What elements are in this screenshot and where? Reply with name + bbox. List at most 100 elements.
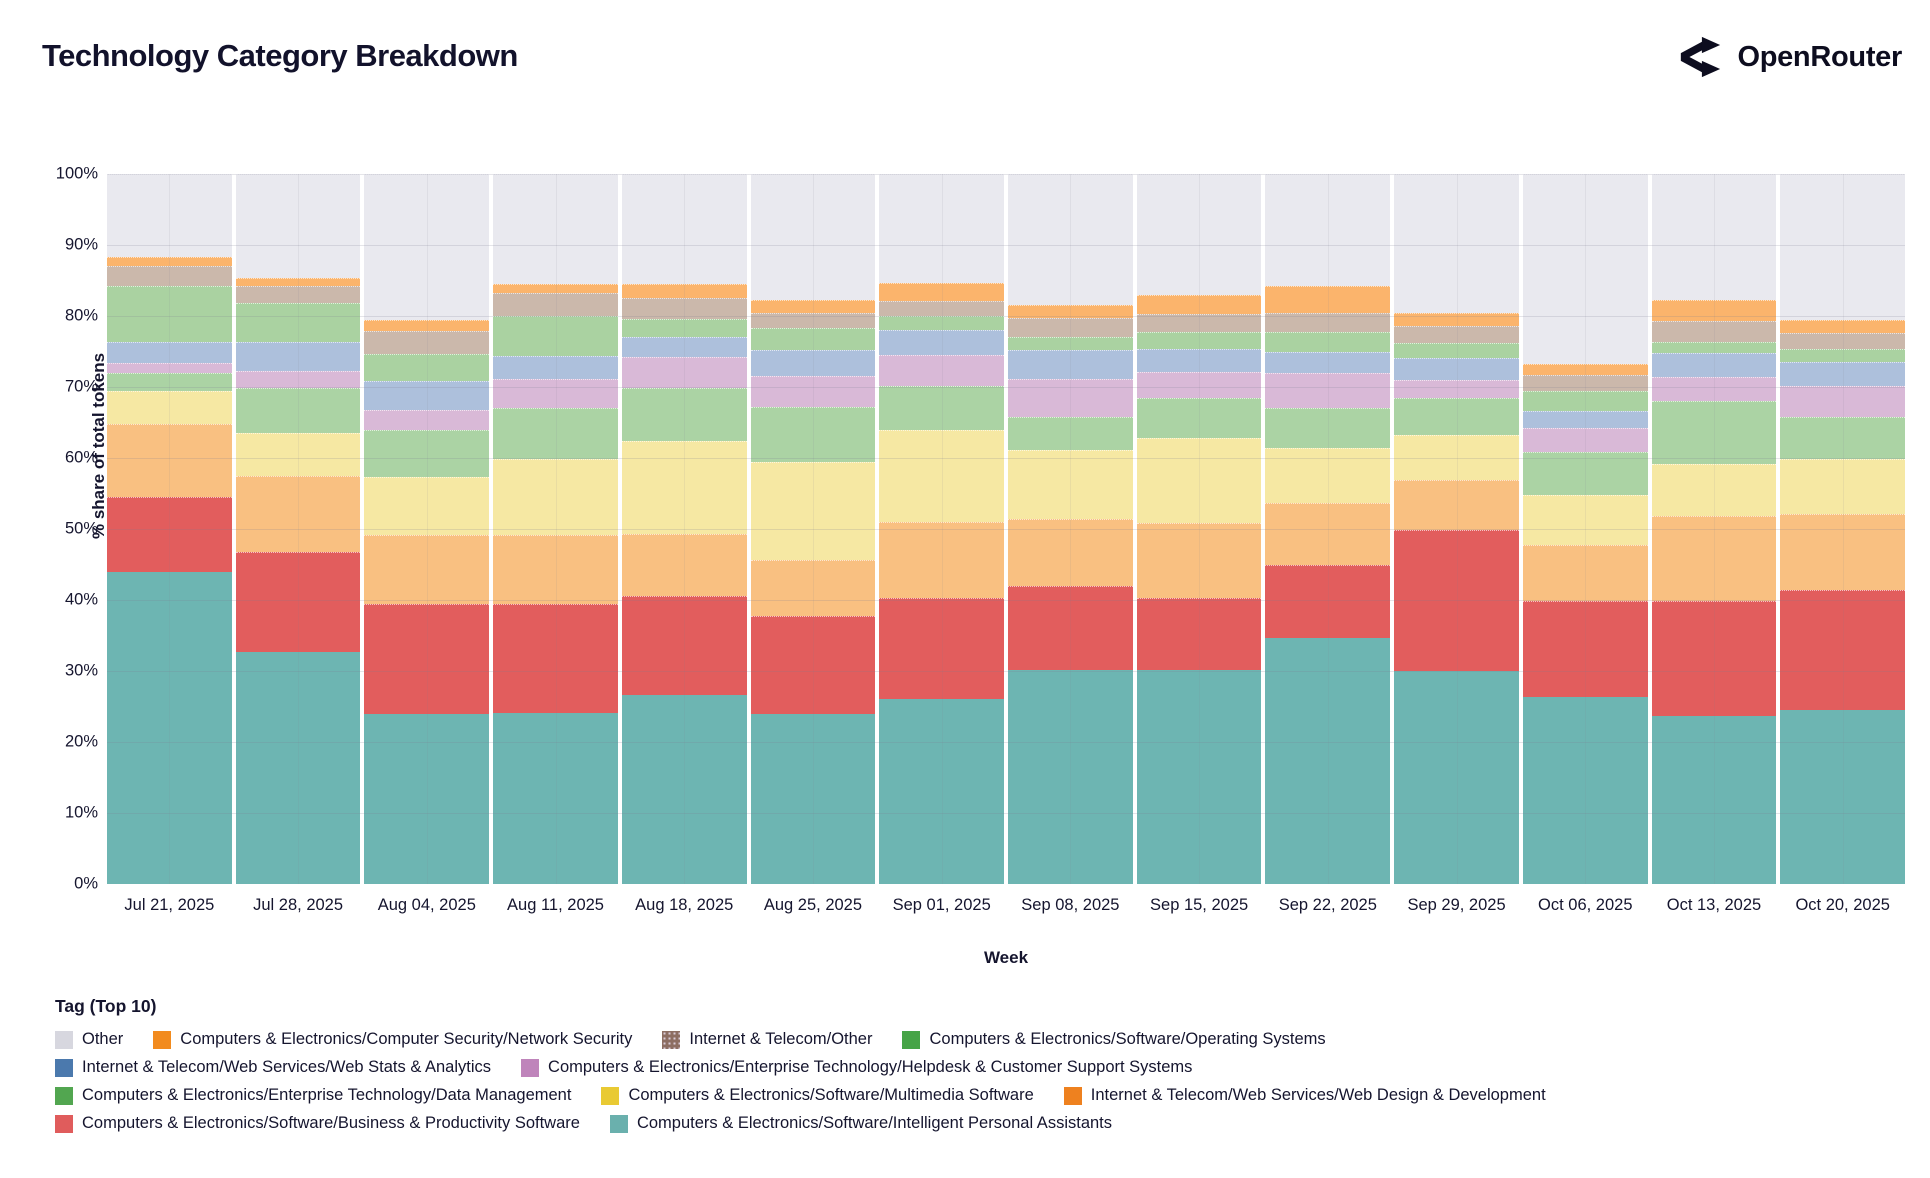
bar-segment-os[interactable]	[364, 353, 490, 382]
legend-item-dm[interactable]: Computers & Electronics/Enterprise Techn…	[55, 1086, 571, 1105]
bar-segment-wdd[interactable]	[1394, 480, 1519, 530]
legend-item-ipa[interactable]: Computers & Electronics/Software/Intelli…	[609, 1114, 1112, 1133]
bar-segment-bps[interactable]	[1522, 601, 1648, 698]
bar-segment-ipa[interactable]	[1522, 697, 1648, 884]
bar-segment-wsa[interactable]	[1651, 352, 1777, 378]
bar-segment-dm[interactable]	[364, 430, 490, 478]
bar-segment-hd[interactable]	[1265, 372, 1391, 408]
bar-segment-wdd[interactable]	[1136, 523, 1262, 598]
bar-segment-wsa[interactable]	[493, 355, 618, 379]
bar-segment-bps[interactable]	[879, 597, 1005, 700]
bar-segment-hd[interactable]	[364, 409, 490, 431]
bar-segment-os[interactable]	[107, 286, 232, 343]
bar-segment-dm[interactable]	[621, 387, 747, 441]
bar-segment-ns[interactable]	[364, 320, 490, 331]
legend-item-bps[interactable]: Computers & Electronics/Software/Busines…	[55, 1114, 580, 1133]
bar-segment-other[interactable]	[1651, 174, 1777, 301]
bar-oct-13-2025[interactable]	[1651, 174, 1777, 884]
bar-segment-ito[interactable]	[1651, 321, 1777, 342]
bar-segment-ns[interactable]	[1651, 300, 1777, 322]
bar-segment-os[interactable]	[1780, 348, 1906, 362]
bar-segment-ipa[interactable]	[235, 651, 361, 884]
bar-segment-hd[interactable]	[1136, 372, 1262, 398]
bar-segment-ito[interactable]	[1265, 312, 1391, 333]
bar-segment-os[interactable]	[1394, 343, 1519, 358]
bar-segment-mm[interactable]	[1265, 448, 1391, 503]
bar-segment-ipa[interactable]	[364, 714, 490, 884]
bar-segment-hd[interactable]	[621, 356, 747, 388]
bar-segment-hd[interactable]	[879, 355, 1005, 387]
bar-segment-bps[interactable]	[107, 497, 232, 572]
bar-segment-dm[interactable]	[1008, 416, 1133, 451]
bar-segment-other[interactable]	[493, 174, 618, 285]
bar-segment-ns[interactable]	[1780, 320, 1906, 334]
bar-oct-06-2025[interactable]	[1522, 174, 1648, 884]
bar-segment-wsa[interactable]	[879, 330, 1005, 356]
bar-segment-other[interactable]	[364, 174, 490, 321]
legend-item-os[interactable]: Computers & Electronics/Software/Operati…	[902, 1030, 1326, 1049]
bar-segment-ito[interactable]	[1780, 333, 1906, 349]
bar-segment-wsa[interactable]	[235, 341, 361, 371]
bar-sep-29-2025[interactable]	[1394, 174, 1519, 884]
bar-segment-wdd[interactable]	[750, 559, 876, 617]
bar-segment-mm[interactable]	[1651, 463, 1777, 516]
bar-segment-hd[interactable]	[493, 378, 618, 408]
bar-segment-ito[interactable]	[750, 312, 876, 329]
bar-segment-ns[interactable]	[750, 300, 876, 313]
bar-sep-15-2025[interactable]	[1136, 174, 1262, 884]
bar-segment-dm[interactable]	[1394, 398, 1519, 436]
bar-segment-other[interactable]	[1394, 174, 1519, 313]
bar-segment-ipa[interactable]	[493, 712, 618, 884]
bar-segment-wsa[interactable]	[1008, 350, 1133, 380]
legend-item-wdd[interactable]: Internet & Telecom/Web Services/Web Desi…	[1063, 1086, 1546, 1105]
bar-segment-other[interactable]	[235, 174, 361, 279]
bar-segment-ipa[interactable]	[1651, 715, 1777, 884]
bar-jul-21-2025[interactable]	[107, 174, 232, 884]
bar-segment-ipa[interactable]	[107, 571, 232, 884]
bar-segment-mm[interactable]	[621, 440, 747, 534]
bar-segment-os[interactable]	[750, 328, 876, 351]
bar-segment-ito[interactable]	[1522, 375, 1648, 391]
bar-segment-other[interactable]	[107, 174, 232, 258]
bar-segment-mm[interactable]	[1136, 438, 1262, 524]
bar-segment-wdd[interactable]	[364, 534, 490, 604]
legend-item-hd[interactable]: Computers & Electronics/Enterprise Techn…	[521, 1058, 1192, 1077]
bar-segment-other[interactable]	[1136, 174, 1262, 295]
bar-segment-ito[interactable]	[493, 293, 618, 317]
bar-segment-wdd[interactable]	[879, 521, 1005, 598]
bar-segment-dm[interactable]	[1136, 397, 1262, 439]
bar-segment-wsa[interactable]	[1136, 349, 1262, 373]
bar-segment-wsa[interactable]	[750, 350, 876, 377]
bar-sep-22-2025[interactable]	[1265, 174, 1391, 884]
bar-segment-bps[interactable]	[1394, 529, 1519, 671]
bar-segment-bps[interactable]	[1780, 590, 1906, 711]
bar-segment-ns[interactable]	[621, 284, 747, 299]
bar-segment-wdd[interactable]	[1522, 545, 1648, 602]
bar-segment-ipa[interactable]	[1136, 669, 1262, 884]
bar-segment-bps[interactable]	[364, 603, 490, 715]
bar-segment-os[interactable]	[1265, 332, 1391, 353]
legend-item-other[interactable]: Other	[55, 1030, 123, 1049]
bar-segment-wdd[interactable]	[493, 535, 618, 605]
bar-segment-ito[interactable]	[1136, 313, 1262, 333]
bar-segment-ns[interactable]	[493, 284, 618, 294]
legend-item-ito[interactable]: Internet & Telecom/Other	[662, 1030, 872, 1049]
bar-segment-bps[interactable]	[750, 616, 876, 714]
bar-aug-04-2025[interactable]	[364, 174, 490, 884]
bar-aug-18-2025[interactable]	[621, 174, 747, 884]
bar-segment-bps[interactable]	[621, 595, 747, 696]
bar-segment-mm[interactable]	[1780, 459, 1906, 515]
bar-segment-ns[interactable]	[879, 283, 1005, 302]
bar-segment-other[interactable]	[1780, 174, 1906, 321]
bar-segment-dm[interactable]	[1780, 416, 1906, 460]
bar-segment-hd[interactable]	[1394, 379, 1519, 399]
bar-segment-dm[interactable]	[493, 407, 618, 459]
bar-sep-01-2025[interactable]	[879, 174, 1005, 884]
bar-segment-bps[interactable]	[1265, 565, 1391, 638]
bar-segment-os[interactable]	[1008, 336, 1133, 351]
bar-segment-ito[interactable]	[235, 285, 361, 304]
bar-segment-ns[interactable]	[235, 278, 361, 286]
bar-segment-dm[interactable]	[1265, 407, 1391, 449]
bar-aug-11-2025[interactable]	[493, 174, 618, 884]
bar-segment-ns[interactable]	[1522, 363, 1648, 376]
